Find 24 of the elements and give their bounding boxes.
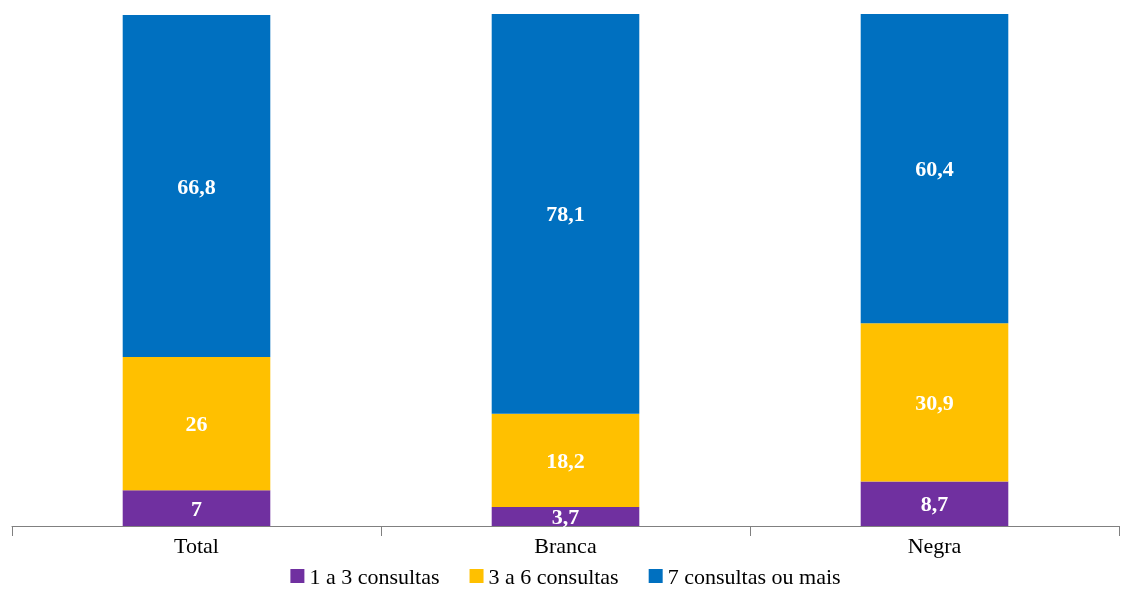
bar (860, 323, 1009, 482)
legend-label: 7 consultas ou mais (667, 563, 841, 589)
legend-label: 3 a 6 consultas (488, 563, 619, 589)
bar (122, 490, 271, 526)
legend-label: 1 a 3 consultas (309, 563, 440, 589)
data-label: 7 (191, 495, 202, 521)
bar (491, 507, 640, 526)
data-label: 18,2 (546, 447, 585, 473)
data-label: 3,7 (551, 504, 580, 530)
bar (122, 357, 271, 491)
bar (860, 14, 1009, 324)
bar (491, 413, 640, 508)
data-label: 60,4 (915, 156, 954, 182)
data-label: 26 (185, 411, 208, 437)
bar (860, 481, 1009, 526)
data-label: 78,1 (546, 201, 585, 227)
bar (491, 14, 640, 414)
x-tick-label: Negra (907, 532, 962, 558)
x-tick-label: Branca (534, 532, 597, 558)
data-label: 66,8 (177, 173, 216, 199)
x-tick-label: Total (174, 532, 219, 558)
data-label: 8,7 (920, 491, 949, 517)
bar (122, 15, 271, 358)
data-label: 30,9 (915, 389, 954, 415)
